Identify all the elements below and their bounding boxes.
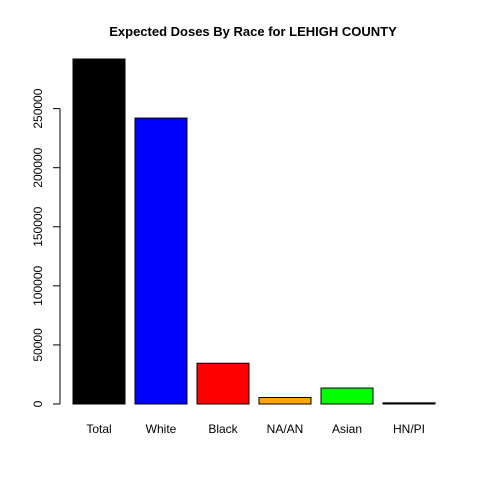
x-tick-label: NA/AN — [267, 422, 304, 436]
bar-hn-pi — [382, 402, 436, 405]
y-tick-label: 150000 — [31, 206, 45, 246]
chart-title: Expected Doses By Race for LEHIGH COUNTY — [109, 24, 397, 39]
bar-black — [196, 362, 250, 405]
x-tick-label: Black — [208, 422, 238, 436]
y-tick-label: 200000 — [31, 147, 45, 187]
x-tick-label: White — [146, 422, 177, 436]
x-tick-label: Total — [86, 422, 111, 436]
y-axis: 0 50000 100000 150000 200000 250000 — [31, 88, 61, 407]
y-tick-label: 100000 — [31, 266, 45, 306]
bars-group — [72, 58, 436, 405]
x-tick-labels: Total White Black NA/AN Asian HN/PI — [86, 422, 425, 436]
bar-na-an — [258, 397, 312, 405]
y-tick-label: 50000 — [31, 328, 45, 362]
y-tick-label: 0 — [31, 400, 45, 407]
bar-white — [134, 117, 188, 405]
x-tick-label: Asian — [332, 422, 362, 436]
bar-total — [72, 58, 126, 405]
bar-asian — [320, 387, 374, 405]
x-tick-label: HN/PI — [393, 422, 425, 436]
y-tick-label: 250000 — [31, 88, 45, 128]
